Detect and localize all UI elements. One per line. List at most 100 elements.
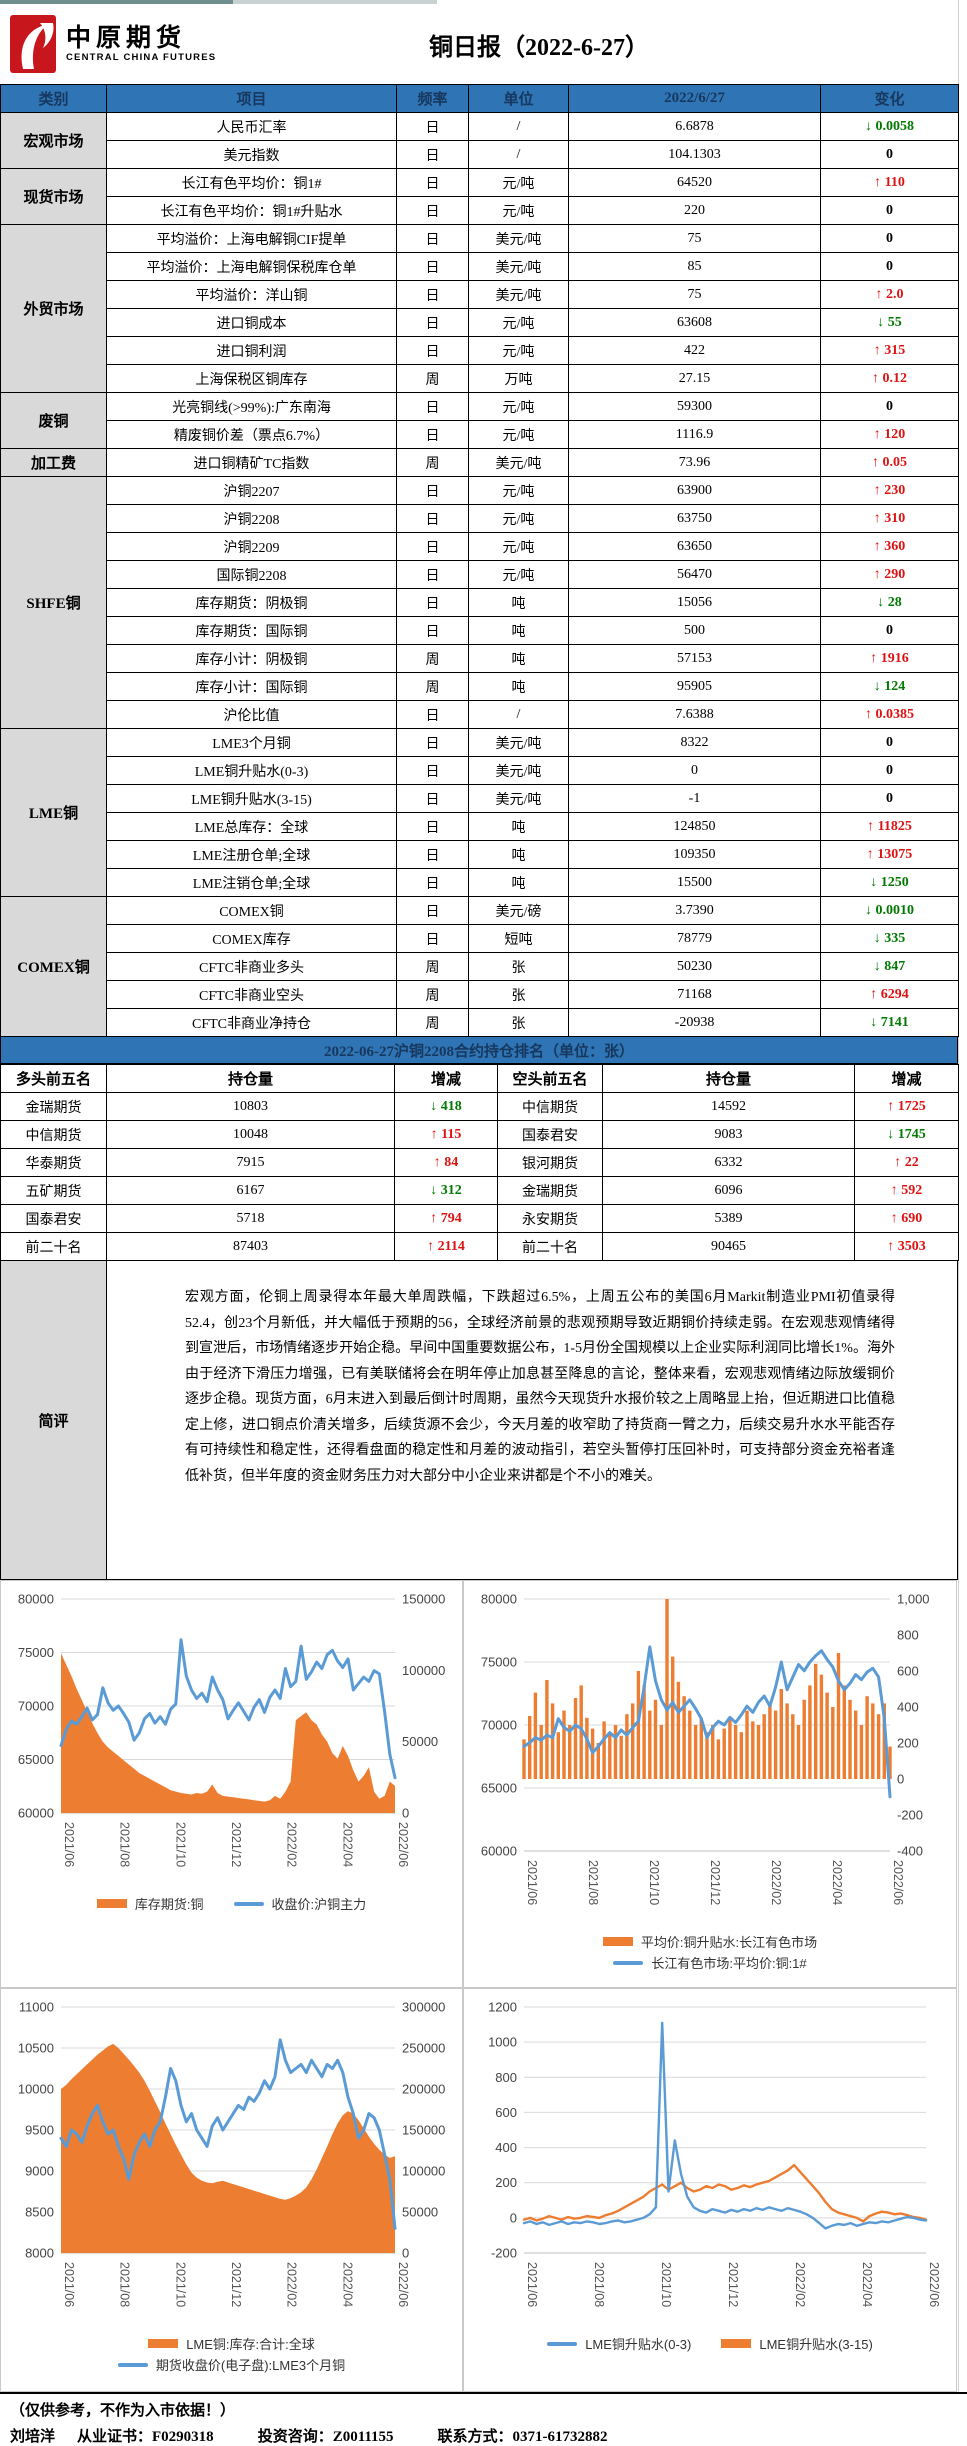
x-axis-tick-label: 2021/06: [62, 2262, 76, 2307]
series-bar: [745, 1710, 749, 1779]
series-bar: [836, 1653, 841, 1779]
x-axis-tick-label: 2021/12: [726, 2262, 740, 2307]
frequency-cell: 周: [396, 364, 469, 393]
report-header: 中原期货 CENTRAL CHINA FUTURES 铜日报（2022-6-27…: [0, 4, 958, 84]
value-cell: 422: [568, 336, 821, 365]
left-axis-tick-label: 70000: [18, 1699, 54, 1714]
chart-plot: -200 0 200 400 600 800 1000 1200 2021/06 2021/08 2…: [464, 1995, 956, 2332]
series-bar: [550, 1703, 555, 1779]
value-cell: 124850: [568, 812, 821, 841]
unit-cell: 美元/磅: [468, 896, 569, 925]
change-value: 2.0: [882, 286, 904, 302]
change-value: 115: [437, 1126, 462, 1142]
change-cell: ↑ 360: [820, 532, 959, 561]
table-row: 进口铜成本日元/吨 63608 ↓ 55: [1, 308, 959, 337]
legend-label: 库存期货:铜: [134, 1897, 204, 1912]
unit-cell: 元/吨: [468, 420, 569, 449]
value-cell: 0: [568, 756, 821, 785]
frequency-cell: 日: [396, 280, 469, 309]
value-cell: 15056: [568, 588, 821, 617]
series-bar: [653, 1699, 658, 1779]
up-arrow-icon: ↑: [890, 1210, 898, 1226]
item-cell: 美元指数: [106, 140, 397, 169]
series-bar: [671, 1656, 675, 1779]
table-row: COMEX铜 COMEX铜日美元/磅 3.7390 ↓ 0.0010: [0, 896, 959, 1037]
left-axis-tick-label: 65000: [481, 1781, 517, 1796]
down-arrow-icon: ↓: [873, 958, 881, 974]
col-header-category: 类别: [0, 84, 107, 113]
unit-cell: 张: [468, 980, 569, 1009]
legend-bar-swatch-icon: [602, 1937, 633, 1946]
series-bar: [648, 1710, 652, 1779]
chart-svg: 60000 65000 70000 75000 80000 -400 -200 0 200 400…: [481, 1592, 930, 1906]
series-bar: [796, 1725, 801, 1779]
left-axis-tick-label: 10000: [18, 2082, 54, 2097]
left-axis-tick-label: 8500: [25, 2205, 54, 2220]
right-axis-tick-label: 100000: [402, 1663, 445, 1678]
short-change-cell: ↓ 1745: [854, 1120, 959, 1149]
company-logo-text: 中原期货 CENTRAL CHINA FUTURES: [66, 25, 216, 63]
table-row: LME注销仓单;全球日吨 15500 ↓ 1250: [1, 868, 959, 897]
up-arrow-icon: ↑: [873, 342, 881, 358]
table-row: 美元指数日/104.1303 0: [1, 140, 959, 169]
series-bar: [888, 1746, 892, 1779]
change-value: 2114: [434, 1238, 465, 1254]
rank-table-title: 2022-06-27沪铜2208合约持仓排名（单位：张）: [0, 1037, 958, 1064]
left-axis-tick-label: 75000: [481, 1655, 517, 1670]
item-cell: COMEX铜: [106, 896, 397, 925]
legend-label: LME铜升贴水(0-3): [585, 2337, 692, 2352]
change-cell: 0: [820, 196, 959, 225]
change-value: 0.05: [879, 454, 908, 470]
change-value: 11825: [874, 818, 912, 834]
rank-header-row: 多头前五名 持仓量 增减 空头前五名 持仓量 增减: [0, 1064, 959, 1093]
report-content: 中原期货 CENTRAL CHINA FUTURES 铜日报（2022-6-27…: [0, 0, 959, 2392]
left-axis-tick-label: -200: [491, 2246, 517, 2261]
legend-entry: 收盘价:沪铜主力: [233, 1894, 366, 1913]
chart-svg: 60000 65000 70000 75000 80000 0 50000 100000 150…: [18, 1592, 446, 1868]
col-header-long-top5: 多头前五名: [0, 1064, 107, 1093]
logo-swoosh-small: [40, 23, 54, 48]
frequency-cell: 日: [396, 756, 469, 785]
right-axis-tick-label: 0: [897, 1772, 904, 1787]
x-axis-tick-label: 2022/06: [927, 2262, 941, 2307]
series-bar: [636, 1671, 641, 1779]
frequency-cell: 日: [396, 336, 469, 365]
change-cell: 0: [820, 140, 959, 169]
chart-legend-row: 长江有色市场:平均价:铜:1#: [464, 1953, 956, 1972]
series-bar: [545, 1680, 549, 1779]
market-data-table-body: 宏观市场 人民币汇率日/6.6878 ↓ 0.0058 美元指数日/104.1303 0…: [0, 112, 959, 1037]
item-cell: LME注册仓单;全球: [106, 840, 397, 869]
item-cell: 沪铜2207: [106, 476, 397, 505]
frequency-cell: 日: [396, 476, 469, 505]
left-axis-tick-label: 1000: [488, 2035, 517, 2050]
category-cell: LME铜: [0, 728, 107, 897]
frequency-cell: 周: [396, 644, 469, 673]
table-row: 精废铜价差（票点6.7%）日元/吨 1116.9 ↑ 120: [1, 420, 959, 449]
change-cell: ↓ 55: [820, 308, 959, 337]
left-axis-tick-label: 0: [510, 2210, 517, 2225]
item-cell: 沪伦比值: [106, 700, 397, 729]
value-cell: 3.7390: [568, 896, 821, 925]
table-row: LME铜升贴水(0-3) 日美元/吨 0 0: [1, 756, 959, 785]
commentary-section: 简评 宏观方面，伦铜上周录得本年最大单周跌幅，下跌超过6.5%，上周五公布的美国…: [0, 1261, 958, 1580]
change-value: 6294: [877, 986, 909, 1002]
item-cell: CFTC非商业空头: [106, 980, 397, 1009]
unit-cell: 元/吨: [468, 196, 569, 225]
left-axis-tick-label: 75000: [18, 1645, 54, 1660]
change-value: 290: [880, 566, 906, 582]
unit-cell: 元/吨: [468, 308, 569, 337]
right-axis-tick-label: 0: [402, 2246, 409, 2261]
frequency-cell: 日: [396, 560, 469, 589]
short-change-cell: ↑ 3503: [854, 1232, 959, 1261]
commentary-text: 宏观方面，伦铜上周录得本年最大单周跌幅，下跌超过6.5%，上周五公布的美国6月M…: [185, 1290, 895, 1484]
footer-contact-line: 刘培洋 从业证书：F0290318 投资咨询：Z0011155 联系方式：037…: [10, 2425, 957, 2446]
company-name-en: CENTRAL CHINA FUTURES: [66, 51, 217, 63]
change-cell: ↑ 0.05: [820, 448, 959, 477]
series-bar: [562, 1710, 566, 1779]
item-cell: 库存小计：国际铜: [106, 672, 397, 701]
table-row: LME总库存：全球日吨 124850 ↑ 11825: [1, 812, 959, 841]
rank-row: 中信期货 10048 ↑ 115 国泰君安 9083 ↓ 1745: [0, 1120, 959, 1149]
up-arrow-icon: ↑: [867, 818, 875, 834]
legend-bar-swatch-icon: [96, 1899, 127, 1908]
series-bar: [705, 1732, 709, 1779]
